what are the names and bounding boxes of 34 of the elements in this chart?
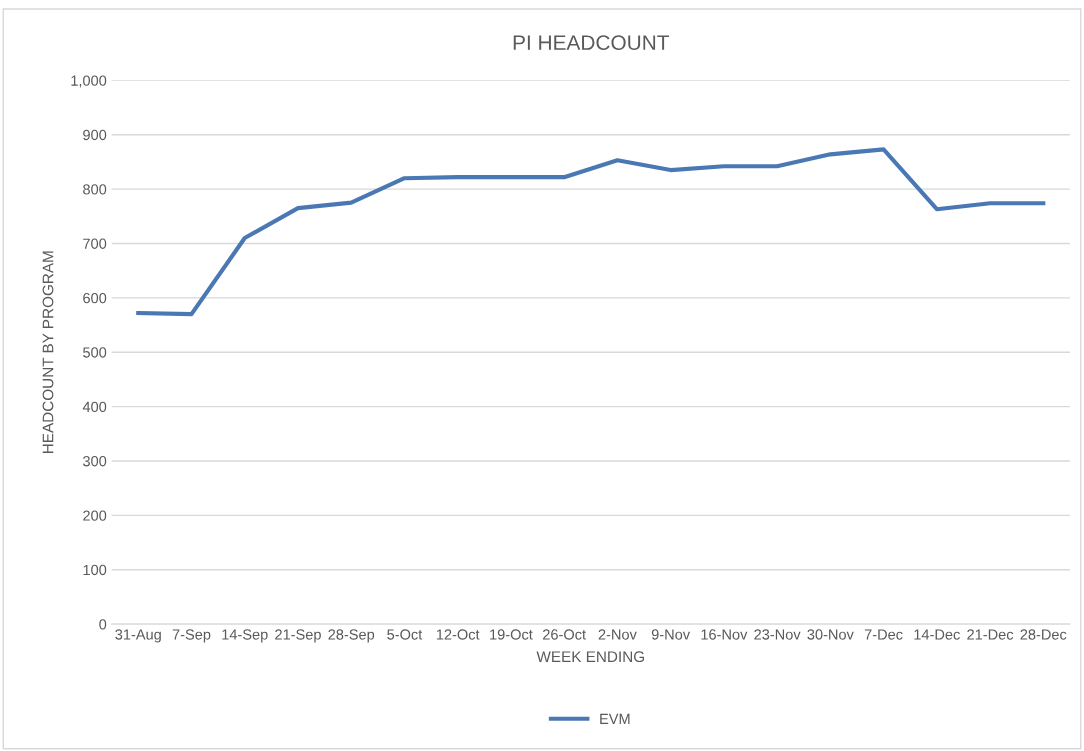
y-tick-label: 0: [99, 619, 107, 630]
y-tick-label: 500: [83, 347, 107, 358]
x-tick-label: 28-Sep: [328, 629, 375, 643]
x-tick-label: 5-Oct: [387, 629, 423, 640]
x-tick-label: 21-Sep: [275, 629, 321, 643]
y-tick-label: 100: [83, 564, 107, 576]
y-tick-label: 700: [83, 238, 107, 249]
x-tick-label: 21-Dec: [967, 629, 1014, 640]
x-tick-label: 19-Oct: [490, 629, 533, 640]
y-tick-label: 600: [83, 292, 107, 304]
y-tick-label: 1,000: [71, 75, 107, 88]
x-tick-label: 7-Sep: [172, 629, 211, 643]
x-tick-label: 28-Dec: [1020, 629, 1067, 640]
x-tick-label: 31-Aug: [115, 629, 161, 643]
x-tick-label: 23-Nov: [754, 629, 801, 640]
x-tick-label: 9-Nov: [651, 629, 691, 640]
x-tick-label: 26-Oct: [543, 629, 586, 640]
x-tick-label: 14-Sep: [222, 629, 268, 643]
x-tick-label: 14-Dec: [914, 629, 960, 640]
y-tick-label: 300: [83, 456, 107, 467]
y-axis-title: HEADCOUNT BY PROGRAM: [42, 251, 54, 453]
line-series: [136, 147, 1046, 317]
x-axis-title: WEEK ENDING: [536, 651, 644, 663]
legend-label: EVM: [600, 713, 630, 724]
y-tick-label: 200: [83, 510, 107, 521]
x-tick-label: 12-Oct: [436, 629, 480, 640]
chart-title: PI HEADCOUNT: [513, 35, 670, 51]
x-tick-label: 7-Dec: [864, 629, 903, 640]
y-tick-label: 800: [83, 184, 107, 195]
y-tick-label: 900: [83, 129, 107, 141]
x-tick-label: 30-Nov: [807, 629, 854, 640]
x-tick-label: 2-Nov: [598, 629, 637, 640]
y-tick-label: 400: [82, 401, 107, 413]
x-tick-label: 16-Nov: [701, 629, 748, 640]
